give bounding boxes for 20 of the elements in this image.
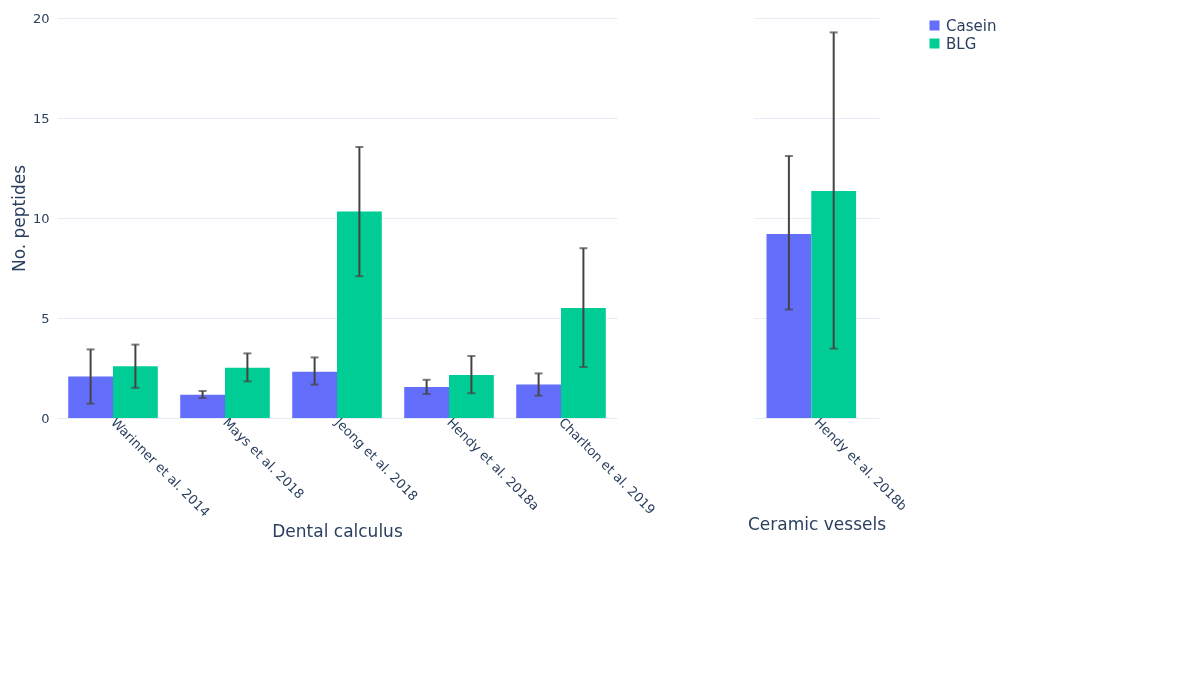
bar [68, 376, 113, 418]
y-axis-title: No. peptides [8, 164, 29, 273]
bar [404, 387, 449, 418]
legend-label: BLG [946, 34, 977, 53]
bar [180, 394, 225, 418]
bar [113, 366, 158, 418]
bar [225, 367, 270, 418]
bar [516, 384, 561, 418]
y-tick-label: 20 [32, 10, 50, 26]
bar [337, 211, 382, 418]
bar [561, 308, 606, 418]
y-tick-label: 5 [41, 310, 50, 326]
bar [292, 371, 337, 418]
x-axis-title: Dental calculus [272, 520, 403, 541]
y-tick-label: 10 [32, 210, 50, 226]
legend-label: Casein [946, 16, 997, 35]
y-tick-label: 0 [41, 410, 50, 426]
bar [449, 375, 494, 418]
x-axis-title: Ceramic vessels [747, 514, 887, 535]
y-tick-label: 15 [32, 110, 50, 126]
